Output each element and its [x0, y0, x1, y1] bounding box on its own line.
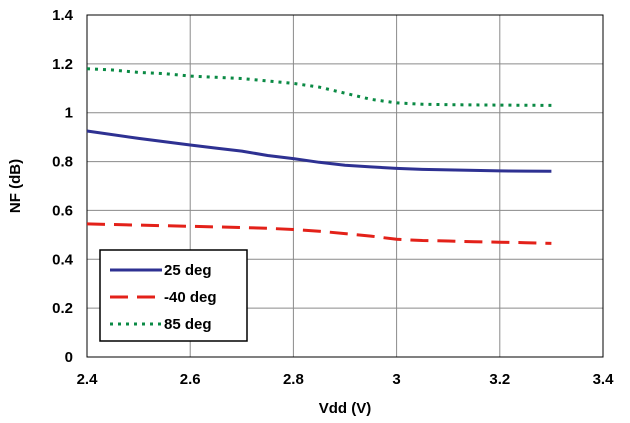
x-tick-label: 2.4 — [77, 371, 99, 388]
legend-label-0: 25 deg — [164, 262, 212, 279]
series-line-0 — [86, 129, 552, 173]
legend-label-1: -40 deg — [164, 289, 217, 306]
x-tick-label: 2.6 — [180, 371, 201, 388]
y-tick-label: 1 — [65, 105, 73, 122]
y-tick-label: 1.4 — [52, 7, 74, 24]
y-tick-label: 0.2 — [52, 300, 73, 317]
x-tick-label: 2.8 — [283, 371, 304, 388]
x-tick-label: 3 — [392, 371, 400, 388]
x-tick-labels: 2.4 2.6 2.8 3 3.2 3.4 — [77, 371, 615, 388]
x-axis-title: Vdd (V) — [319, 400, 372, 417]
series-line-1 — [86, 222, 552, 245]
series-line-2 — [86, 67, 552, 107]
y-tick-label: 0.4 — [52, 251, 74, 268]
y-tick-label: 0.6 — [52, 202, 73, 219]
y-axis-title: NF (dB) — [7, 159, 24, 213]
y-tick-label: 0.8 — [52, 154, 73, 171]
x-tick-label: 3.4 — [593, 371, 615, 388]
legend: 25 deg -40 deg 85 deg — [99, 249, 248, 342]
y-tick-label: 1.2 — [52, 56, 73, 73]
y-tick-labels: 0 0.2 0.4 0.6 0.8 1 1.2 1.4 — [52, 7, 74, 366]
series-layer — [86, 67, 552, 245]
x-tick-label: 3.2 — [489, 371, 510, 388]
plot-frame — [86, 14, 604, 358]
y-tick-label: 0 — [65, 349, 73, 366]
legend-label-2: 85 deg — [164, 316, 212, 333]
